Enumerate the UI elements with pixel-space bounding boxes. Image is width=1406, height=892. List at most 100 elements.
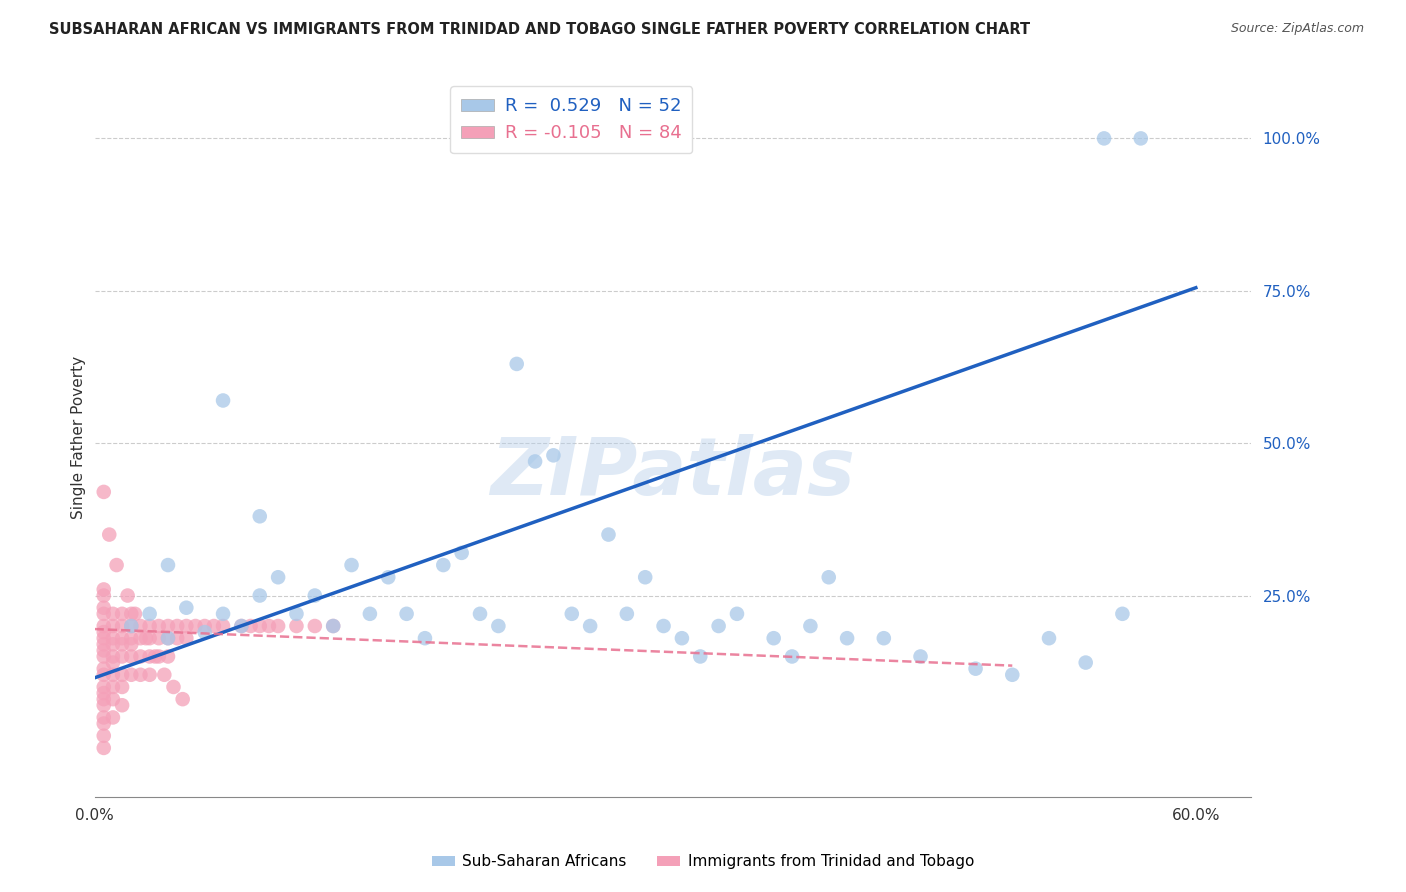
Point [249, 619, 271, 633]
Point [817, 570, 839, 584]
Y-axis label: Single Father Poverty: Single Father Poverty [72, 356, 86, 518]
Point [93, 607, 115, 621]
Point [120, 607, 142, 621]
Point [120, 649, 142, 664]
Point [120, 637, 142, 651]
Point [304, 619, 326, 633]
Point [138, 619, 160, 633]
Point [120, 667, 142, 681]
Point [1001, 667, 1024, 681]
Point [432, 558, 454, 572]
Point [212, 619, 235, 633]
Point [129, 649, 152, 664]
Point [212, 393, 235, 408]
Point [117, 589, 139, 603]
Point [101, 656, 124, 670]
Point [707, 619, 730, 633]
Point [377, 570, 399, 584]
Point [486, 619, 509, 633]
Point [725, 607, 748, 621]
Point [138, 667, 160, 681]
Point [322, 619, 344, 633]
Point [671, 631, 693, 645]
Point [105, 558, 128, 572]
Point [506, 357, 529, 371]
Point [1129, 131, 1152, 145]
Point [231, 619, 253, 633]
Point [156, 619, 179, 633]
Point [202, 619, 225, 633]
Point [101, 607, 124, 621]
Point [93, 600, 115, 615]
Point [111, 619, 134, 633]
Point [1074, 656, 1097, 670]
Point [634, 131, 657, 145]
Point [1111, 607, 1133, 621]
Point [689, 649, 711, 664]
Point [184, 619, 207, 633]
Point [143, 649, 166, 664]
Point [267, 619, 290, 633]
Point [176, 600, 198, 615]
Point [98, 527, 121, 541]
Point [111, 680, 134, 694]
Point [239, 619, 262, 633]
Point [194, 625, 217, 640]
Point [111, 637, 134, 651]
Point [156, 631, 179, 645]
Point [148, 631, 170, 645]
Point [101, 637, 124, 651]
Point [799, 619, 821, 633]
Point [166, 631, 188, 645]
Point [111, 667, 134, 681]
Point [101, 692, 124, 706]
Point [231, 619, 253, 633]
Point [111, 607, 134, 621]
Point [285, 607, 308, 621]
Point [93, 662, 115, 676]
Point [93, 740, 115, 755]
Point [579, 619, 602, 633]
Legend: R =  0.529   N = 52, R = -0.105   N = 84: R = 0.529 N = 52, R = -0.105 N = 84 [450, 87, 692, 153]
Point [340, 558, 363, 572]
Point [93, 667, 115, 681]
Point [93, 625, 115, 640]
Point [652, 619, 675, 633]
Point [304, 589, 326, 603]
Point [156, 558, 179, 572]
Point [249, 589, 271, 603]
Point [156, 649, 179, 664]
Point [450, 546, 472, 560]
Point [93, 649, 115, 664]
Point [93, 619, 115, 633]
Point [965, 662, 987, 676]
Point [616, 607, 638, 621]
Text: SUBSAHARAN AFRICAN VS IMMIGRANTS FROM TRINIDAD AND TOBAGO SINGLE FATHER POVERTY : SUBSAHARAN AFRICAN VS IMMIGRANTS FROM TR… [49, 22, 1031, 37]
Point [93, 729, 115, 743]
Point [561, 607, 583, 621]
Point [156, 631, 179, 645]
Point [910, 649, 932, 664]
Text: Source: ZipAtlas.com: Source: ZipAtlas.com [1230, 22, 1364, 36]
Point [285, 619, 308, 633]
Point [111, 631, 134, 645]
Point [176, 619, 198, 633]
Point [780, 649, 803, 664]
Point [129, 667, 152, 681]
Point [194, 619, 217, 633]
Point [101, 710, 124, 724]
Point [93, 716, 115, 731]
Point [138, 631, 160, 645]
Point [93, 692, 115, 706]
Point [1092, 131, 1115, 145]
Point [524, 454, 547, 468]
Point [267, 570, 290, 584]
Point [762, 631, 785, 645]
Point [93, 637, 115, 651]
Point [101, 619, 124, 633]
Point [93, 680, 115, 694]
Text: ZIPatlas: ZIPatlas [491, 434, 855, 512]
Point [257, 619, 280, 633]
Point [873, 631, 896, 645]
Point [413, 631, 436, 645]
